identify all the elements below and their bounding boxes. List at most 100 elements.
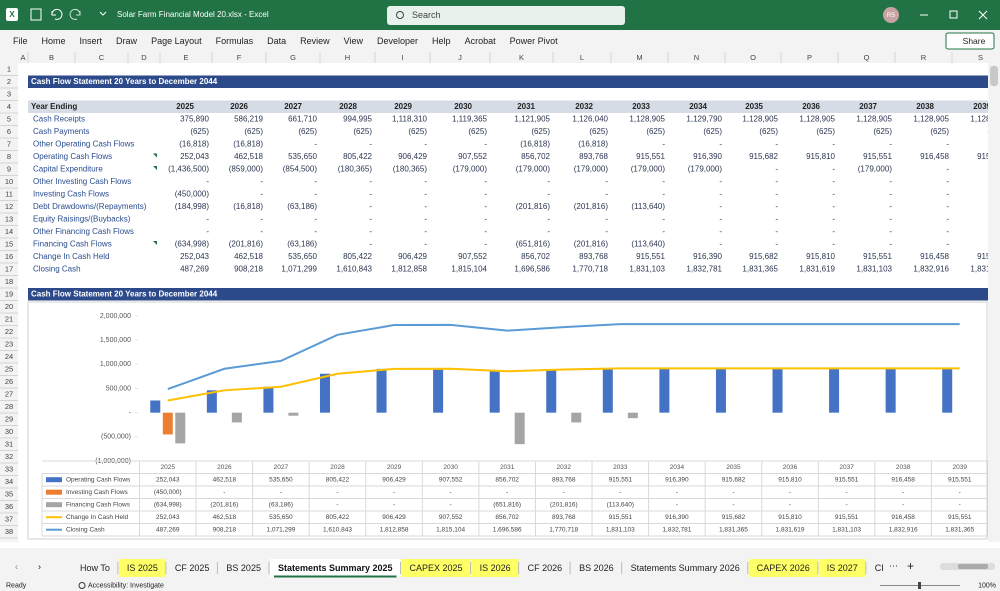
cell-value[interactable]: 893,768 <box>579 152 608 161</box>
cell-value[interactable]: 462,518 <box>234 252 263 261</box>
cell-value[interactable]: - <box>424 177 427 186</box>
cell-value[interactable]: 1,128,905 <box>970 115 1000 124</box>
cell-value[interactable]: - <box>832 240 835 249</box>
cell-value[interactable]: - <box>889 177 892 186</box>
cell-value[interactable]: - <box>206 177 209 186</box>
row-header[interactable]: 26 <box>5 377 13 386</box>
cell-value[interactable]: - <box>832 177 835 186</box>
cell-value[interactable]: - <box>889 202 892 211</box>
cell-value[interactable]: (63,186) <box>287 202 317 211</box>
cell-value[interactable]: 994,995 <box>343 115 372 124</box>
horizontal-scroll-thumb[interactable] <box>958 564 988 569</box>
cell-value[interactable]: 1,831,103 <box>629 265 665 274</box>
tab-label[interactable]: CF 2026 <box>528 563 563 573</box>
cell-value[interactable]: (1,436,500) <box>168 165 209 174</box>
column-header[interactable]: M <box>636 53 642 62</box>
cell-value[interactable]: (625) <box>589 127 608 136</box>
cell-value[interactable]: - <box>946 190 949 199</box>
column-header[interactable]: L <box>580 53 584 62</box>
sheet-tab[interactable]: IS 2025 <box>118 559 167 577</box>
cell-value[interactable]: 916,458 <box>920 252 949 261</box>
cell-value[interactable]: - <box>369 140 372 149</box>
column-header[interactable]: P <box>807 53 812 62</box>
tab-label[interactable]: BS 2026 <box>579 563 614 573</box>
cell-value[interactable]: (854,500) <box>283 165 318 174</box>
restore-button[interactable] <box>949 10 958 19</box>
column-header[interactable]: O <box>750 53 756 62</box>
column-header[interactable]: A <box>20 53 25 62</box>
tab-label[interactable]: CF 2027 <box>875 563 910 573</box>
cell-value[interactable]: - <box>424 227 427 236</box>
column-header[interactable]: E <box>183 53 188 62</box>
cell-value[interactable]: - <box>547 227 550 236</box>
cell-value[interactable]: - <box>424 190 427 199</box>
cell-value[interactable]: - <box>946 165 949 174</box>
cell-value[interactable]: - <box>314 177 317 186</box>
cell-value[interactable]: - <box>547 177 550 186</box>
cell-value[interactable]: 1,832,916 <box>913 265 949 274</box>
cell-value[interactable]: 915,682 <box>749 152 778 161</box>
menu-item[interactable]: Acrobat <box>465 36 497 46</box>
cell-value[interactable]: (16,818) <box>233 140 263 149</box>
tab-label[interactable]: BS 2025 <box>226 563 261 573</box>
column-header[interactable]: I <box>401 53 403 62</box>
cell-value[interactable]: (625) <box>531 127 550 136</box>
cell-value[interactable]: - <box>260 227 263 236</box>
cell-value[interactable]: 1,831,619 <box>799 265 835 274</box>
cell-value[interactable]: 915,551 <box>636 252 665 261</box>
cell-value[interactable]: - <box>889 140 892 149</box>
cell-value[interactable]: (179,000) <box>688 165 723 174</box>
menu-item[interactable]: View <box>344 36 364 46</box>
sheet-tab[interactable]: BS 2026 <box>571 559 623 577</box>
tab-label[interactable]: Statements Summary 2025 <box>278 563 393 573</box>
cell-value[interactable]: - <box>889 227 892 236</box>
cell-value[interactable]: (179,000) <box>453 165 488 174</box>
menu-item[interactable]: Home <box>42 36 66 46</box>
vertical-scrollbar[interactable] <box>988 52 1000 542</box>
cell-value[interactable]: 661,710 <box>288 115 317 124</box>
cell-value[interactable]: (179,000) <box>574 165 609 174</box>
cell-value[interactable]: - <box>719 215 722 224</box>
row-header[interactable]: 5 <box>7 114 11 123</box>
cell-value[interactable]: - <box>832 202 835 211</box>
tab-label[interactable]: CAPEX 2026 <box>757 563 810 573</box>
cell-value[interactable]: 907,552 <box>458 152 487 161</box>
cell-value[interactable]: - <box>946 202 949 211</box>
menu-item[interactable]: Page Layout <box>151 36 202 46</box>
sheet-tab[interactable]: IS 2026 <box>471 559 520 577</box>
cell-value[interactable]: (63,186) <box>287 240 317 249</box>
row-header[interactable]: 11 <box>5 189 13 198</box>
cell-value[interactable]: (201,816) <box>229 240 264 249</box>
cell-value[interactable]: 916,390 <box>693 152 722 161</box>
cell-value[interactable]: (625) <box>190 127 209 136</box>
cell-value[interactable]: - <box>719 190 722 199</box>
add-sheet[interactable]: + <box>907 559 914 573</box>
cell-value[interactable]: - <box>719 227 722 236</box>
cell-value[interactable]: - <box>719 177 722 186</box>
menu-item[interactable]: Draw <box>116 36 138 46</box>
row-header[interactable]: 6 <box>7 127 11 136</box>
cell-value[interactable]: - <box>832 190 835 199</box>
row-header[interactable]: 4 <box>7 102 11 111</box>
row-header[interactable]: 17 <box>5 264 13 273</box>
cell-value[interactable]: - <box>775 240 778 249</box>
cell-value[interactable]: (16,818) <box>520 140 550 149</box>
cell-value[interactable]: 252,043 <box>180 252 209 261</box>
sheet-tab[interactable]: Statements Summary 2026 <box>622 559 749 577</box>
cell-value[interactable]: (625) <box>408 127 427 136</box>
cell-value[interactable]: 1,812,858 <box>391 265 427 274</box>
cell-value[interactable]: 1,121,905 <box>514 115 550 124</box>
cell-value[interactable]: (625) <box>816 127 835 136</box>
cell-value[interactable]: (16,818) <box>233 202 263 211</box>
cell-value[interactable]: (201,816) <box>574 202 609 211</box>
column-header[interactable]: H <box>345 53 350 62</box>
cell-value[interactable]: - <box>484 190 487 199</box>
quick-access-menu[interactable] <box>99 11 107 16</box>
cell-value[interactable]: 487,269 <box>180 265 209 274</box>
row-header[interactable]: 1 <box>7 64 11 73</box>
row-header[interactable]: 36 <box>5 502 13 511</box>
cell-value[interactable]: (450,000) <box>175 190 210 199</box>
row-header[interactable]: 19 <box>5 289 13 298</box>
scroll-thumb[interactable] <box>990 66 998 86</box>
cell-value[interactable]: - <box>369 227 372 236</box>
